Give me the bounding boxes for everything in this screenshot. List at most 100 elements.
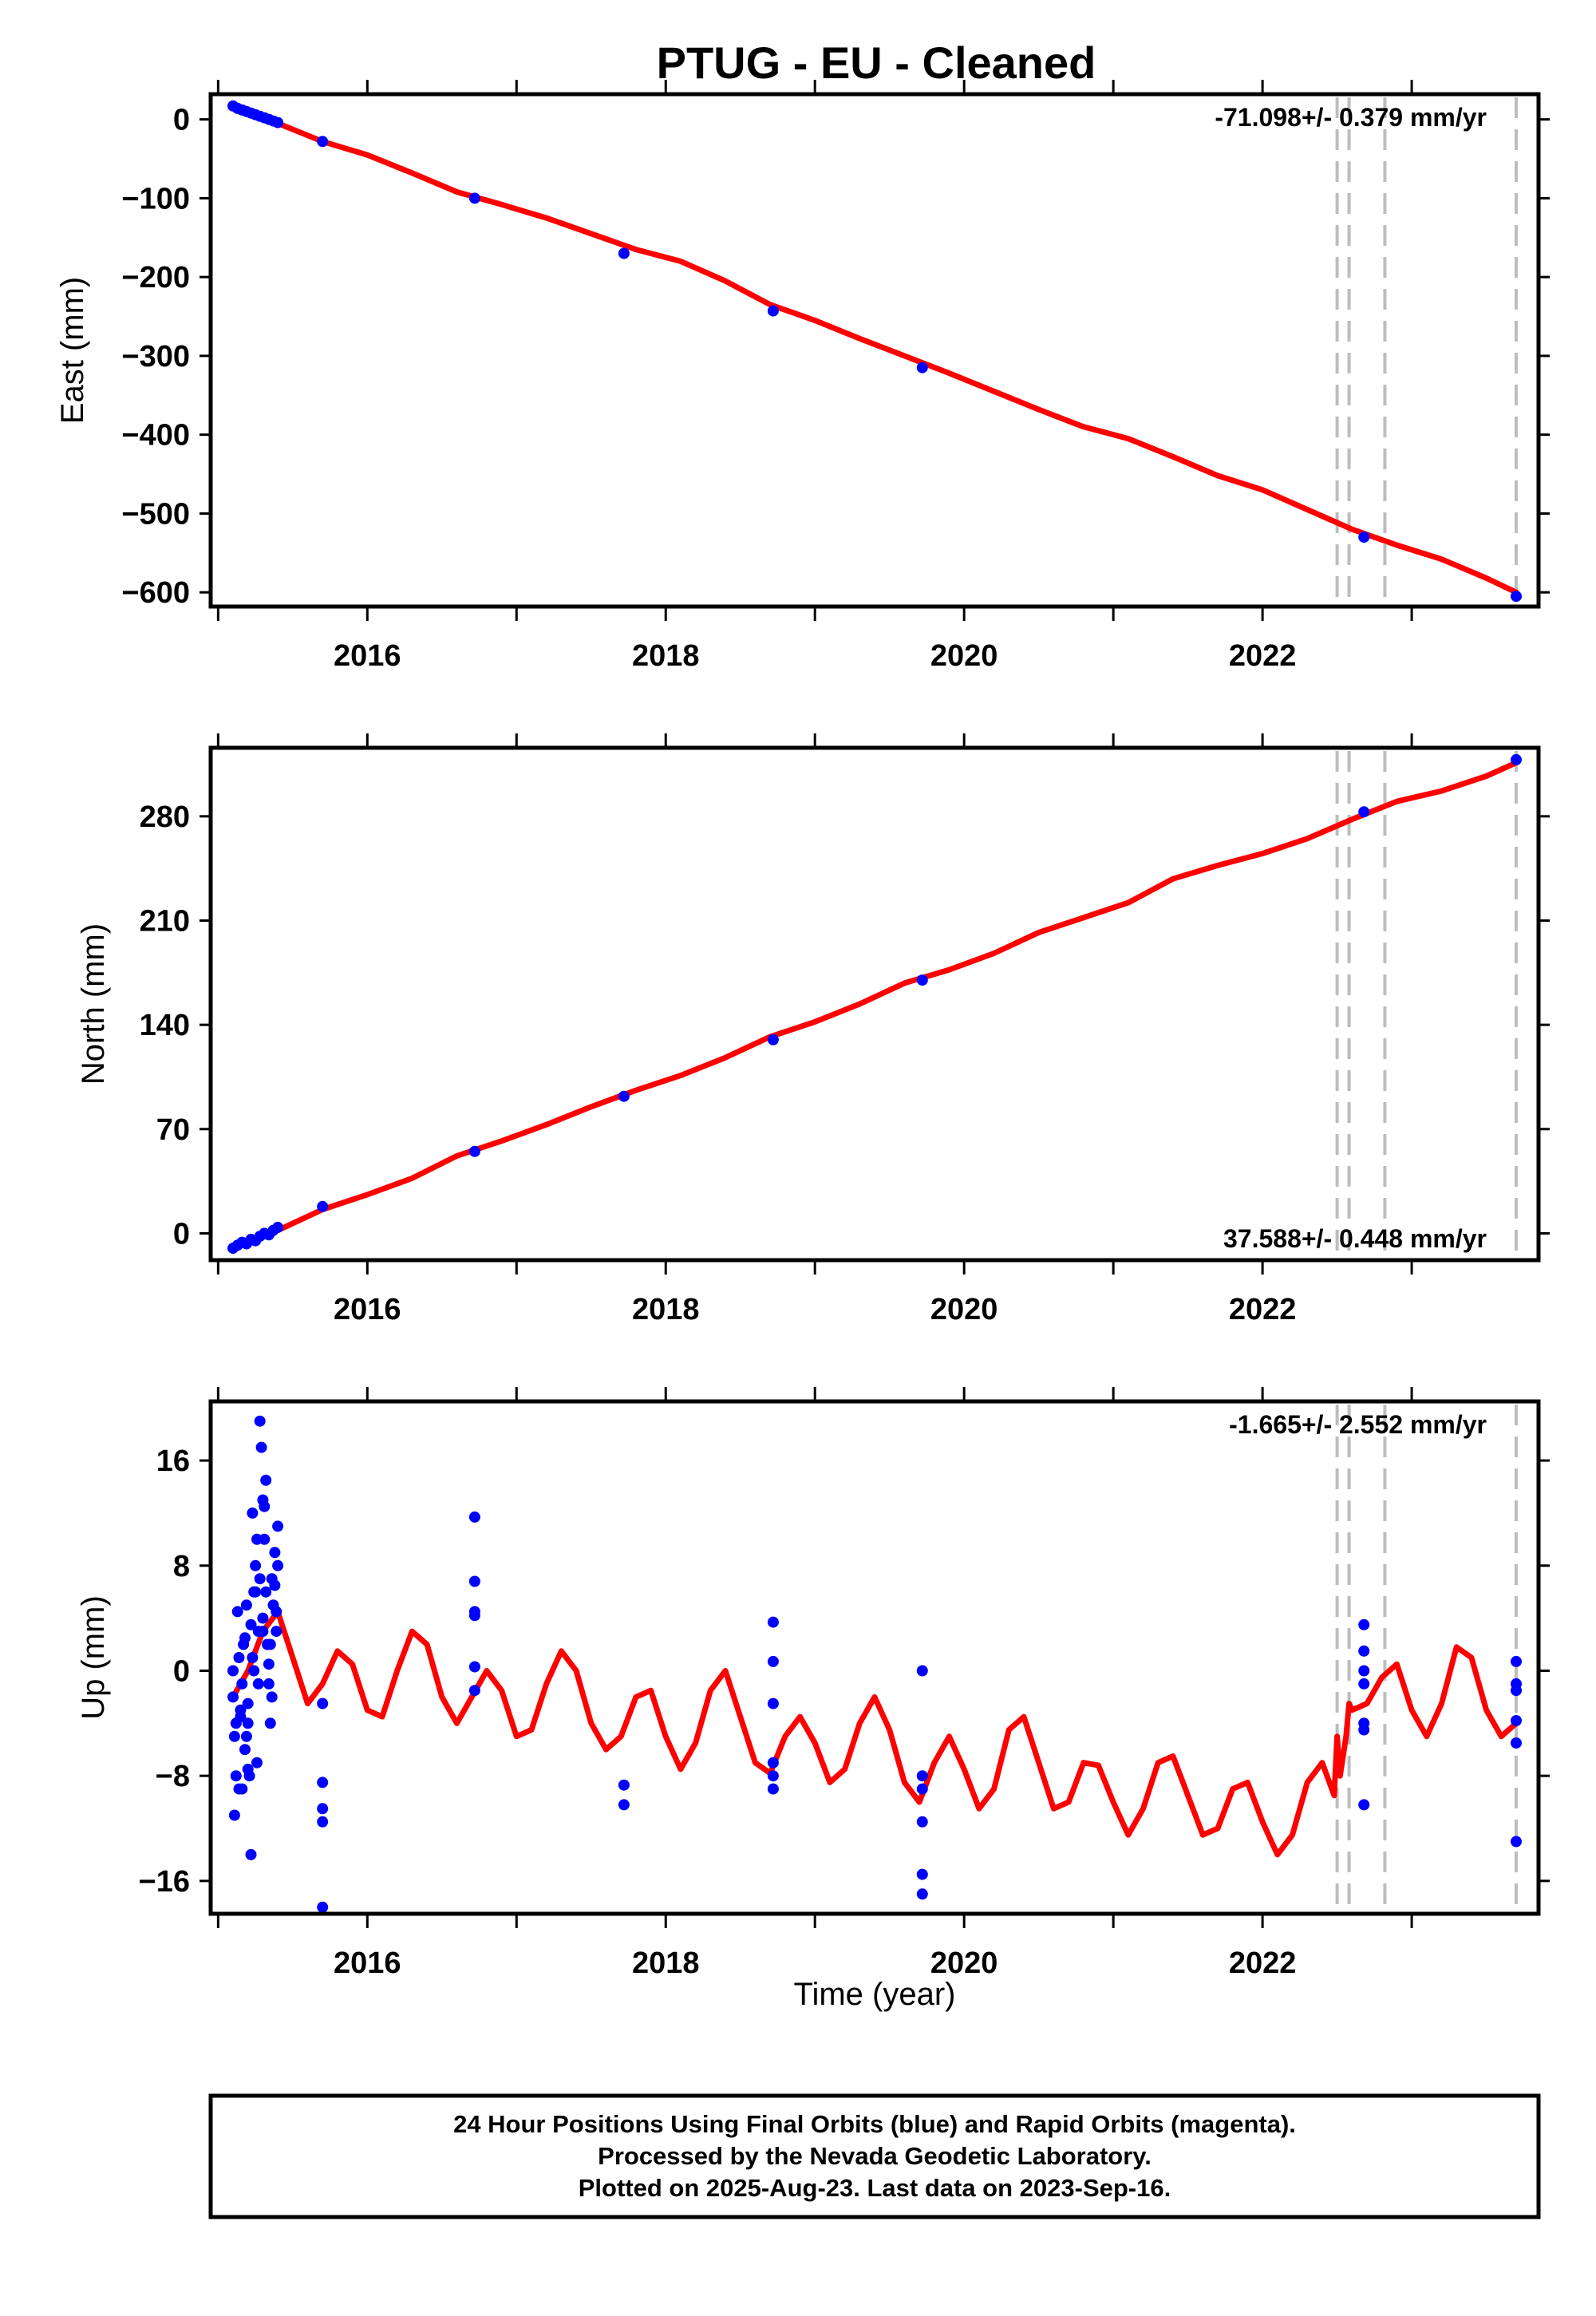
data-point [1358, 1678, 1370, 1690]
data-point [1358, 1665, 1370, 1677]
data-point [317, 1803, 329, 1815]
data-point [767, 1616, 779, 1628]
data-point [767, 1034, 779, 1045]
data-point [227, 1691, 239, 1703]
data-point [239, 1632, 251, 1644]
data-point [317, 1816, 329, 1828]
data-point [255, 1441, 267, 1453]
y-tick-label: −300 [121, 340, 190, 373]
data-point [250, 1586, 262, 1598]
x-tick-label: 2020 [930, 639, 998, 673]
data-point [1358, 1799, 1370, 1811]
data-point [272, 1559, 284, 1571]
data-point [251, 1757, 263, 1769]
plot-frame [208, 745, 1541, 1263]
x-tick-label: 2018 [632, 1946, 700, 1980]
data-point [1358, 1724, 1370, 1736]
rate-label: -71.098+/- 0.379 mm/yr [1215, 103, 1487, 132]
data-point [468, 1661, 480, 1673]
model-curve [230, 760, 1519, 1248]
footer-line-3: Plotted on 2025-Aug-23. Last data on 202… [579, 2174, 1171, 2202]
data-point [236, 1678, 248, 1690]
data-point [245, 1848, 257, 1860]
data-point [257, 1626, 269, 1638]
data-point [1511, 1715, 1522, 1726]
x-tick-label: 2018 [632, 1293, 700, 1326]
y-tick-label: 0 [173, 1654, 190, 1688]
data-point [1358, 532, 1370, 543]
data-point [240, 1599, 252, 1611]
plot-frame [208, 1399, 1541, 1916]
data-point [1358, 806, 1370, 818]
data-point [317, 1697, 329, 1709]
data-point [260, 1474, 272, 1486]
y-tick-label: −200 [121, 261, 190, 294]
data-point [1358, 1618, 1370, 1630]
data-point [254, 1415, 266, 1427]
data-point [271, 1626, 282, 1638]
plot-frame [208, 92, 1541, 609]
panel-north: 0 70 140 210 280 2016 2018 2020 2022 North (mm) 37… [76, 733, 1550, 1326]
data-point [227, 1665, 239, 1677]
y-tick-label: 210 [140, 904, 190, 938]
data-point [916, 1783, 928, 1795]
data-point [468, 1575, 480, 1587]
data-point [767, 1783, 779, 1795]
y-axis-label: Up (mm) [76, 1595, 111, 1720]
y-tick-label: −400 [121, 419, 190, 453]
data-point [269, 1579, 281, 1591]
data-point [317, 1777, 329, 1788]
data-point [767, 305, 779, 317]
data-point [1511, 1655, 1522, 1667]
data-point [1511, 1836, 1522, 1848]
data-point [240, 1730, 252, 1742]
x-tick-label: 2020 [930, 1293, 998, 1326]
data-point [767, 1697, 779, 1709]
data-point [254, 1573, 266, 1585]
model-curve [230, 105, 1519, 595]
data-point [1511, 591, 1522, 603]
data-point [916, 974, 928, 986]
data-point [252, 1678, 264, 1690]
data-point [468, 1145, 480, 1157]
model-curve [230, 1608, 1519, 1858]
data-point [618, 1779, 630, 1791]
data-point [1511, 1685, 1522, 1697]
y-tick-label: −100 [121, 182, 190, 215]
panels: 0 −100 −200 −300 −400 −500 −600 2016 2018 2020 202… [55, 80, 1550, 1980]
x-tick-label: 2016 [334, 639, 401, 673]
y-tick-label: −600 [121, 576, 190, 610]
data-point [916, 1816, 928, 1828]
y-tick-label: 280 [140, 800, 190, 834]
data-point [916, 1770, 928, 1782]
data-point [272, 1520, 284, 1532]
x-tick-label: 2020 [930, 1946, 998, 1980]
data-point [230, 1770, 242, 1782]
data-point [236, 1783, 248, 1795]
data-point [235, 1711, 247, 1723]
data-point [264, 1638, 276, 1650]
footer-box: 24 Hour Positions Using Final Orbits (bl… [208, 2093, 1541, 2219]
rate-label: 37.588+/- 0.448 mm/yr [1223, 1224, 1487, 1253]
data-point [269, 1547, 281, 1559]
data-point [767, 1770, 779, 1782]
data-point [239, 1744, 251, 1756]
x-tick-label: 2016 [334, 1293, 401, 1326]
x-tick-label: 2018 [632, 639, 700, 673]
data-point [317, 1200, 329, 1212]
y-tick-label: 0 [173, 1217, 190, 1251]
data-point [618, 247, 630, 259]
data-point [266, 1691, 278, 1703]
data-point [259, 1500, 271, 1512]
data-point [231, 1606, 243, 1618]
x-tick-label: 2022 [1229, 639, 1297, 673]
data-point [468, 1685, 480, 1697]
data-point [263, 1678, 275, 1690]
data-point [916, 1868, 928, 1880]
data-point [247, 1652, 259, 1663]
y-tick-label: 140 [140, 1009, 190, 1042]
data-point [250, 1559, 262, 1571]
x-axis-label: Time (year) [794, 1977, 956, 2012]
x-tick-label: 2022 [1229, 1946, 1297, 1980]
data-point [233, 1652, 245, 1663]
